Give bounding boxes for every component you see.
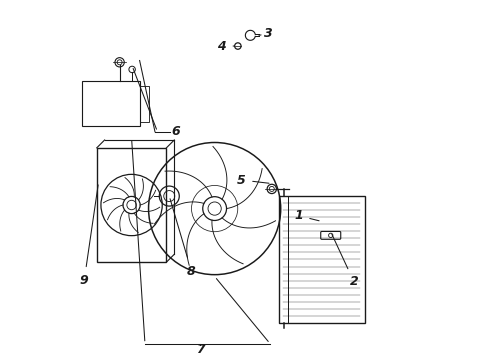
Text: 7: 7 xyxy=(196,343,205,356)
Bar xyxy=(140,86,148,122)
Text: 8: 8 xyxy=(170,199,196,278)
Bar xyxy=(82,81,140,126)
Text: 3: 3 xyxy=(259,27,272,40)
Bar xyxy=(279,196,365,323)
Text: 5: 5 xyxy=(237,174,269,186)
Text: 1: 1 xyxy=(294,209,319,222)
Text: 2: 2 xyxy=(332,234,358,288)
Text: 4: 4 xyxy=(218,40,234,53)
Bar xyxy=(279,196,289,323)
Text: 6: 6 xyxy=(171,125,180,138)
Bar xyxy=(97,148,167,262)
Text: 9: 9 xyxy=(80,185,98,287)
